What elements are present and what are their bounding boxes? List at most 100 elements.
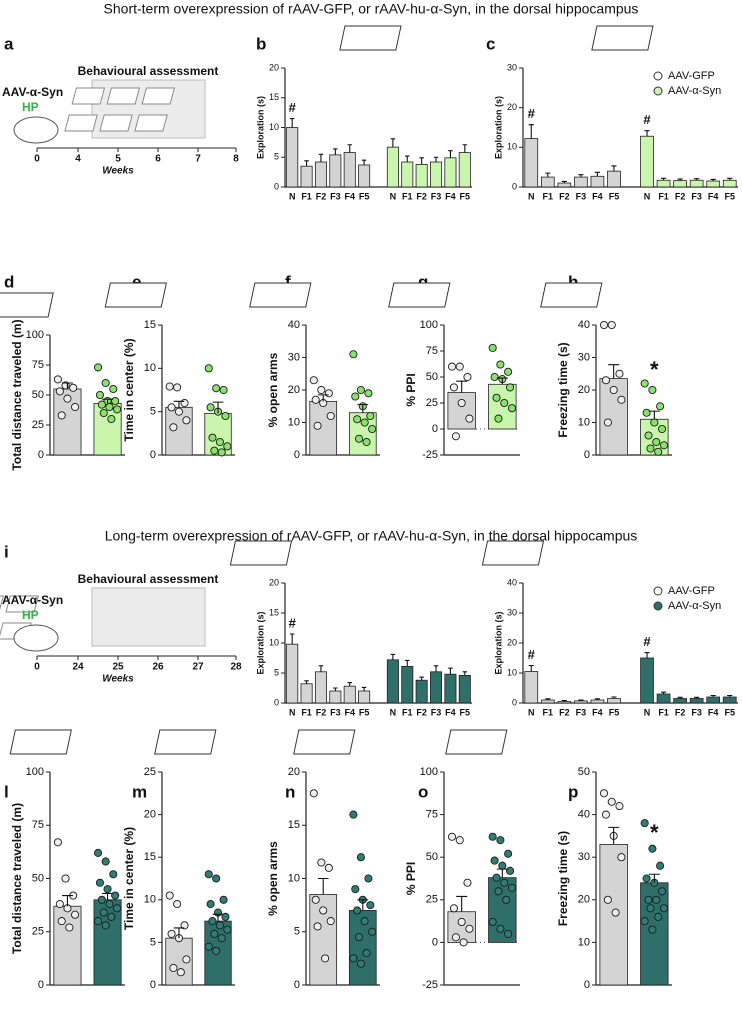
region-label: HP bbox=[22, 100, 39, 114]
data-point bbox=[111, 891, 120, 900]
y-tick-label: -25 bbox=[422, 449, 438, 461]
y-tick-label: 25 bbox=[32, 419, 44, 431]
task-icon bbox=[5, 595, 39, 613]
data-point bbox=[101, 378, 110, 388]
error-bar bbox=[333, 687, 338, 691]
legend-marker bbox=[653, 86, 663, 96]
data-point bbox=[113, 405, 122, 414]
error-bar bbox=[578, 699, 584, 701]
data-point bbox=[71, 402, 80, 412]
data-point bbox=[95, 878, 104, 887]
error-bar bbox=[361, 159, 367, 165]
data-point bbox=[494, 887, 503, 896]
data-point bbox=[451, 933, 460, 942]
data-point bbox=[324, 389, 333, 398]
bar bbox=[430, 671, 443, 704]
data-point bbox=[504, 367, 513, 376]
x-tick-label: F1 bbox=[402, 191, 413, 201]
data-point bbox=[449, 904, 459, 913]
data-point bbox=[61, 874, 70, 883]
timeline-label: 4 bbox=[75, 154, 81, 165]
data-point bbox=[219, 385, 228, 395]
data-point bbox=[609, 385, 618, 395]
error-bar bbox=[561, 180, 567, 184]
data-point bbox=[368, 424, 377, 434]
y-tick-label: 40 bbox=[578, 809, 590, 821]
x-tick-label: F2 bbox=[675, 191, 686, 201]
y-tick-label: 20 bbox=[144, 809, 156, 821]
error-bar bbox=[317, 394, 329, 402]
data-point bbox=[646, 444, 655, 453]
data-point bbox=[309, 376, 318, 385]
data-point bbox=[63, 394, 72, 403]
error-bar bbox=[361, 686, 367, 691]
data-point bbox=[615, 802, 624, 811]
schematic-box bbox=[91, 587, 206, 647]
data-point bbox=[505, 866, 515, 875]
data-point bbox=[206, 403, 215, 412]
y-tick-label: 30 bbox=[288, 351, 300, 363]
data-point bbox=[182, 416, 191, 425]
data-point bbox=[105, 900, 114, 909]
x-tick-label: F5 bbox=[460, 707, 471, 717]
y-tick-label: 20 bbox=[507, 102, 517, 112]
data-point bbox=[449, 383, 459, 392]
data-point bbox=[507, 404, 517, 413]
y-tick-label: 20 bbox=[288, 384, 300, 396]
data-point bbox=[657, 887, 667, 896]
x-tick-label: F3 bbox=[576, 191, 587, 201]
x-tick-label: F3 bbox=[431, 191, 442, 201]
bar bbox=[314, 161, 327, 188]
data-point bbox=[611, 908, 620, 917]
data-point bbox=[500, 398, 509, 408]
error-bar bbox=[102, 398, 113, 404]
data-point bbox=[208, 433, 217, 442]
x-tick-label: N bbox=[289, 707, 296, 717]
legend-marker bbox=[653, 71, 663, 81]
x-tick-label: N bbox=[390, 707, 397, 717]
y-tick-label: 0 bbox=[294, 449, 300, 461]
error-bar bbox=[608, 826, 620, 845]
region-label: HP bbox=[22, 608, 39, 622]
x-tick-label: F4 bbox=[592, 191, 603, 201]
panel-label: i bbox=[4, 542, 9, 561]
data-point bbox=[498, 861, 507, 870]
data-point bbox=[648, 385, 657, 395]
data-point bbox=[451, 432, 460, 441]
panel-label: l bbox=[4, 782, 9, 801]
error-bar bbox=[644, 130, 650, 137]
data-point bbox=[95, 390, 104, 400]
bar bbox=[444, 673, 457, 704]
data-point bbox=[490, 372, 499, 382]
bar bbox=[458, 152, 471, 188]
error-bar bbox=[648, 873, 660, 883]
x-tick-label: F5 bbox=[359, 707, 370, 717]
y-tick-label: 5 bbox=[274, 152, 279, 162]
data-point bbox=[652, 895, 661, 904]
data-point bbox=[219, 895, 228, 904]
data-point bbox=[490, 856, 499, 865]
data-point bbox=[326, 917, 335, 926]
data-point bbox=[356, 853, 365, 862]
timeline-label: 26 bbox=[152, 662, 164, 673]
data-point bbox=[617, 853, 626, 862]
error-bar bbox=[419, 676, 424, 681]
data-point bbox=[215, 921, 224, 930]
x-tick-label: F3 bbox=[691, 191, 702, 201]
data-point bbox=[351, 392, 360, 401]
y-tick-label: 5 bbox=[274, 667, 279, 677]
error-bar bbox=[318, 153, 324, 163]
data-point bbox=[488, 917, 497, 927]
x-tick-label: F1 bbox=[301, 191, 312, 201]
y-tick-label: 0 bbox=[150, 449, 156, 461]
error-bar bbox=[212, 401, 224, 414]
data-point bbox=[215, 437, 224, 447]
error-bar bbox=[694, 178, 700, 181]
y-tick-label: 15 bbox=[288, 819, 300, 831]
data-point bbox=[659, 904, 669, 913]
y-tick-label: 0 bbox=[512, 697, 517, 707]
data-point bbox=[223, 925, 232, 934]
y-axis-label: Freezing time (s) bbox=[556, 342, 570, 437]
y-tick-label: 75 bbox=[32, 359, 44, 371]
bar bbox=[386, 659, 399, 704]
